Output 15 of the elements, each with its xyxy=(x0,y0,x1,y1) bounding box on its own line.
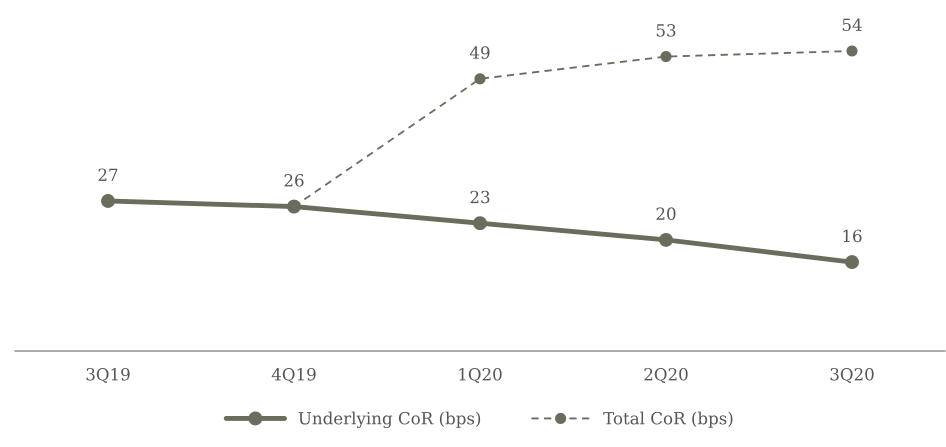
x-tick-label: 4Q19 xyxy=(272,368,316,383)
x-tick-label: 1Q20 xyxy=(459,368,502,383)
data-label: 26 xyxy=(284,174,304,187)
data-label: 54 xyxy=(842,18,862,32)
legend-label: Underlying CoR (bps) xyxy=(298,412,480,428)
legend-label: Total CoR (bps) xyxy=(603,412,732,428)
data-label: 27 xyxy=(98,168,118,181)
data-label: 53 xyxy=(656,24,676,37)
data-label: 20 xyxy=(656,207,676,220)
data-label: 49 xyxy=(470,46,490,59)
data-label: 16 xyxy=(843,230,862,242)
x-tick-label: 2Q20 xyxy=(644,368,688,383)
x-tick-label: 3Q19 xyxy=(86,368,130,383)
data-label: 23 xyxy=(470,190,490,204)
x-tick-label: 3Q20 xyxy=(830,368,874,383)
